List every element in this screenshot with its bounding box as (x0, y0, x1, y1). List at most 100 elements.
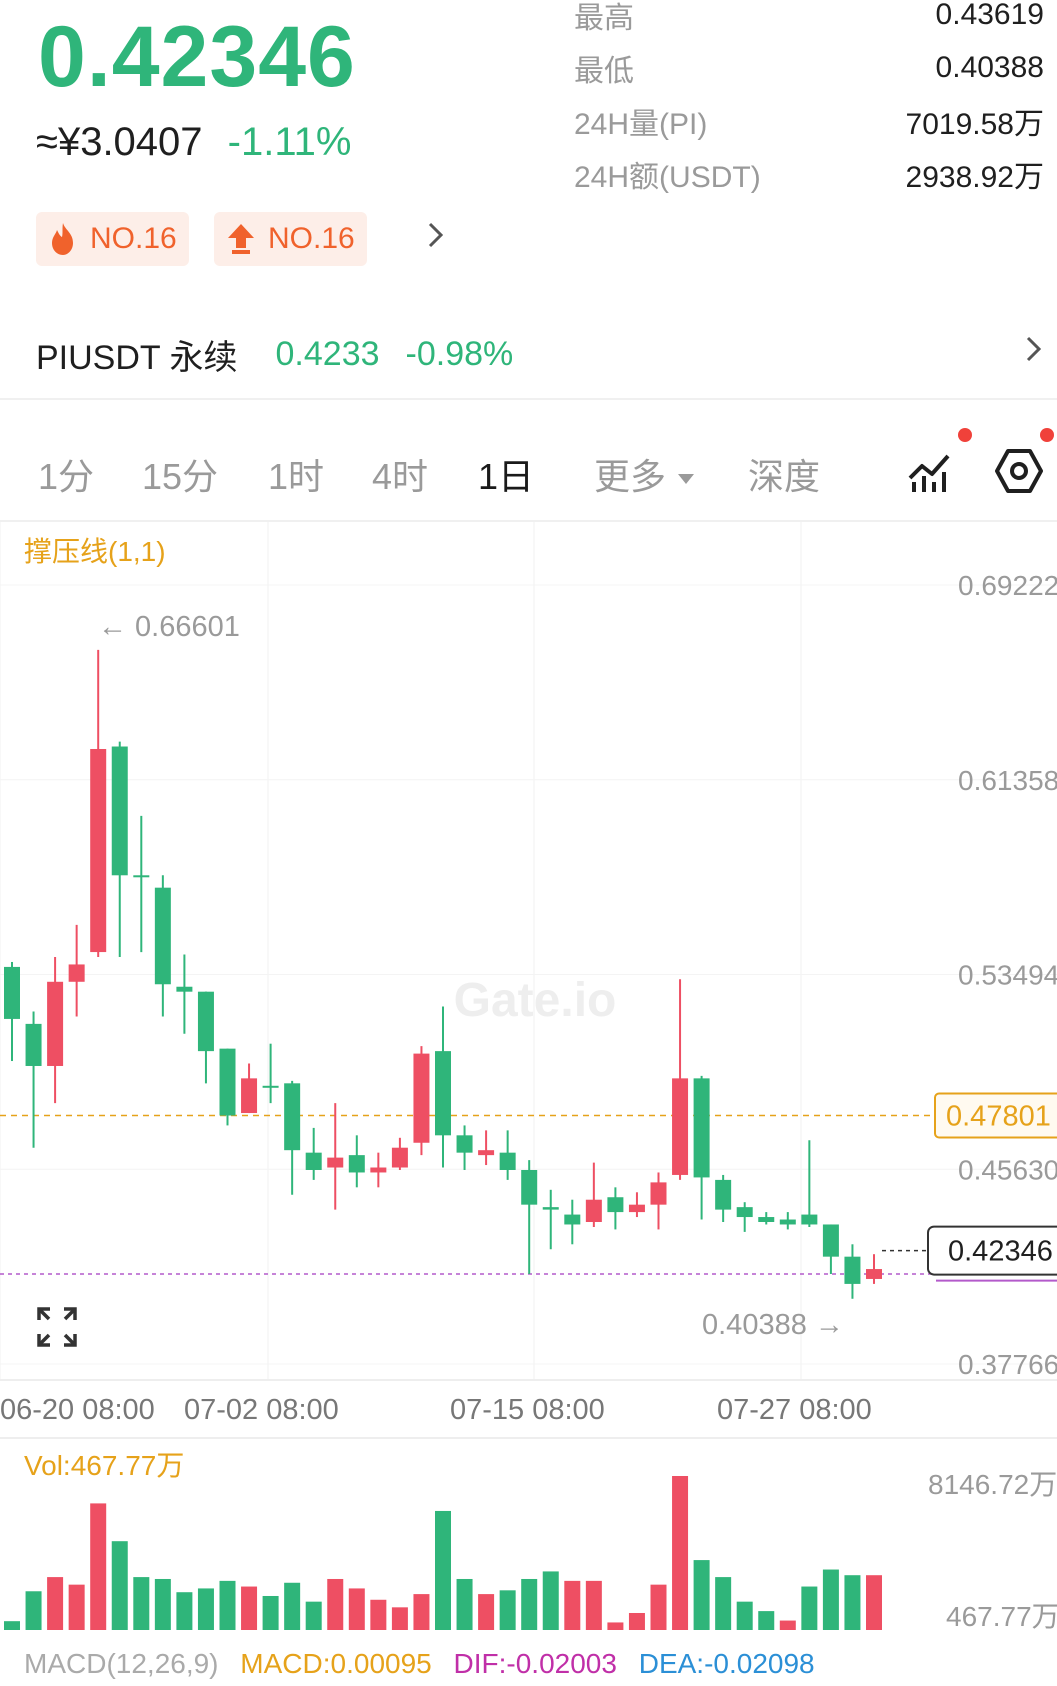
perpetual-change: -0.98% (405, 335, 514, 373)
macd-params: MACD(12,26,9) (24, 1648, 219, 1679)
volume-bar (499, 1590, 516, 1630)
tab-1d[interactable]: 1日 (478, 456, 535, 497)
x-axis-ticks: 06-20 08:00 07-02 08:00 07-15 08:00 07-27 0… (0, 1394, 872, 1426)
volume-bar (133, 1577, 150, 1630)
y-tick-label: 0.61358 (958, 765, 1057, 796)
indicator-label: 撑压线(1,1) (24, 536, 166, 567)
volume-bar (25, 1591, 42, 1630)
volume-bar (758, 1611, 775, 1630)
candle-body (176, 986, 193, 992)
support-price-label: 0.47801 (946, 1100, 1051, 1132)
volume-bar (284, 1582, 301, 1630)
volume-bar (90, 1503, 107, 1630)
candle-body (305, 1152, 322, 1170)
current-price-label: 0.42346 (948, 1236, 1053, 1268)
volume-bar (241, 1586, 258, 1630)
badge-label: NO.16 (268, 222, 355, 255)
candlestick-chart[interactable]: Gate.io 0.69222 0.61358 0.53494 0.45630 0.37… (0, 522, 1057, 1642)
stat-label: 24H额(USDT) (574, 160, 761, 194)
volume-bar (219, 1580, 236, 1630)
volume-bar (413, 1594, 430, 1630)
tab-more-label: 更多 (594, 456, 667, 497)
volume-bar (844, 1575, 861, 1630)
candle-body (197, 991, 214, 1052)
notification-dot (1040, 428, 1054, 442)
tab-15m[interactable]: 15分 (142, 456, 219, 497)
perpetual-name: PIUSDT 永续 (36, 339, 238, 377)
badge-label: NO.16 (90, 222, 177, 255)
candle-body (154, 887, 171, 985)
candle-body (435, 1051, 451, 1136)
volume-bar (779, 1620, 796, 1630)
x-tick-label: 07-02 08:00 (184, 1394, 339, 1426)
macd-value: MACD:0.00095 (240, 1648, 432, 1679)
current-price-box (927, 1225, 1057, 1276)
candle-body (262, 1085, 279, 1088)
perpetual-chevron-icon[interactable] (1024, 332, 1044, 371)
volume-bar (585, 1580, 602, 1630)
divider (0, 398, 1057, 400)
candle-body (758, 1217, 775, 1222)
stat-row-low: 最低 0.40388 (574, 41, 1044, 94)
dif-value: DIF:-0.02003 (453, 1648, 617, 1679)
tab-4h[interactable]: 4时 (372, 456, 429, 497)
volume-label: Vol:467.77万 (24, 1450, 185, 1481)
last-price: 0.42346 (38, 9, 356, 105)
indicator-chart-icon[interactable] (906, 448, 954, 499)
stat-label: 最低 (574, 54, 634, 88)
volume-bar (348, 1588, 365, 1630)
stat-value: 0.40388 (935, 50, 1044, 84)
volume-bar (456, 1578, 473, 1630)
volume-bar (736, 1601, 753, 1630)
price-markers: ← 0.66601 0.40388 → (98, 611, 844, 1341)
candle-body (607, 1197, 624, 1213)
tab-1h[interactable]: 1时 (268, 456, 325, 497)
volume-bar (542, 1571, 559, 1630)
candle-body (25, 1023, 42, 1066)
candle-body (68, 964, 85, 982)
candle-body (133, 875, 150, 878)
volume-bar (262, 1595, 279, 1630)
volume-bar (305, 1601, 322, 1630)
candle-body (736, 1207, 753, 1218)
y-axis-ticks: 0.69222 0.61358 0.53494 0.45630 0.37766 0.478… (882, 570, 1057, 1380)
candle-body (111, 746, 128, 876)
candle-body (478, 1150, 495, 1156)
perpetual-row[interactable]: PIUSDT 永续 0.4233 -0.98% (36, 330, 513, 379)
settings-gear-icon[interactable] (994, 448, 1044, 499)
notification-dot (958, 428, 972, 442)
x-tick-label: 07-15 08:00 (450, 1394, 605, 1426)
stat-value: 2938.92万 (905, 160, 1044, 194)
high-price-marker: ← 0.66601 (98, 611, 240, 643)
candle-body (90, 748, 107, 953)
y-tick-label: 0.37766 (958, 1349, 1057, 1380)
tab-depth[interactable]: 深度 (748, 456, 821, 497)
cny-price: ≈¥3.0407 (36, 120, 203, 164)
volume-tick-label: 8146.72万 (928, 1469, 1057, 1500)
low-price-marker: 0.40388 → (702, 1309, 844, 1341)
dea-value: DEA:-0.02098 (638, 1648, 815, 1679)
volume-tick-label: 467.77万 (946, 1601, 1057, 1632)
macd-legend: MACD(12,26,9) MACD:0.00095 DIF:-0.02003 … (24, 1648, 815, 1680)
volume-bar (47, 1577, 64, 1630)
tab-1m[interactable]: 1分 (38, 456, 95, 497)
stat-value: 0.43619 (935, 0, 1044, 31)
candle-body (866, 1269, 882, 1279)
x-tick-label: 07-27 08:00 (717, 1394, 872, 1426)
stat-row-volume: 24H量(PI) 7019.58万 (574, 94, 1044, 147)
candle-body (672, 1078, 689, 1175)
fire-icon (52, 223, 73, 255)
candle-body (499, 1152, 516, 1170)
volume-axis-ticks: 8146.72万 467.77万 (928, 1469, 1057, 1632)
cny-price-row: ≈¥3.0407 -1.11% (36, 120, 351, 165)
rise-rank-badge[interactable]: NO.16 (214, 212, 367, 266)
candle-body (348, 1155, 365, 1173)
tab-more[interactable]: 更多 (594, 448, 696, 500)
badge-more-chevron-icon[interactable] (426, 218, 446, 261)
candle-body (47, 981, 64, 1066)
candle-body (822, 1224, 839, 1257)
hot-rank-badge[interactable]: NO.16 (36, 212, 189, 266)
fullscreen-expand-icon[interactable] (36, 1306, 78, 1353)
volume-bar (607, 1622, 624, 1630)
watermark: Gate.io (454, 974, 617, 1027)
